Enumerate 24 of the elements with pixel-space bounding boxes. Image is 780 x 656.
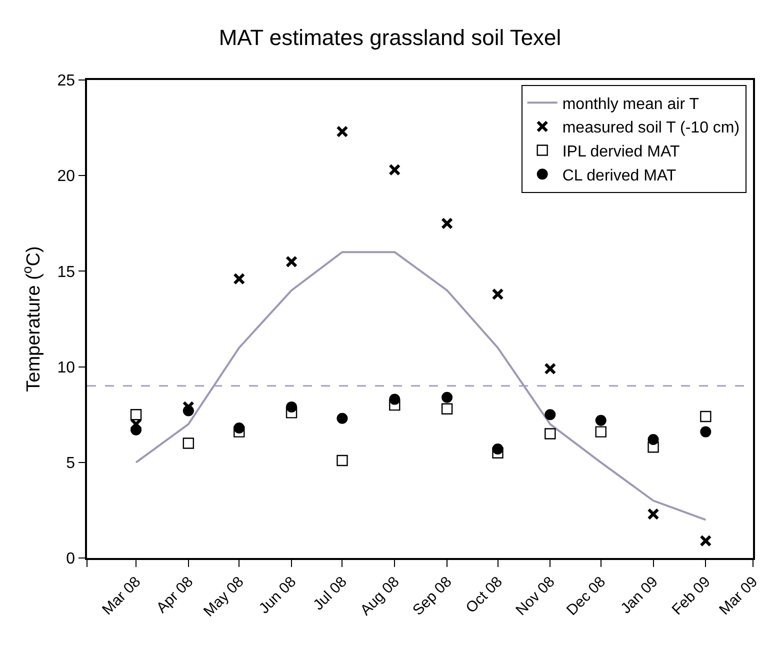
x-tick-label: Dec 08	[563, 573, 609, 619]
legend-label: measured soil T (-10 cm)	[562, 120, 740, 137]
x-tick-label: Mar 08	[99, 573, 144, 618]
x-tick-label: Mar 09	[716, 573, 762, 618]
x-tick-label: May 08	[200, 573, 248, 620]
x-tick-label: Oct 08	[462, 573, 506, 617]
y-tick-label: 0	[66, 550, 76, 568]
legend-label: CL derived MAT	[562, 167, 676, 184]
legend-label: IPL dervied MAT	[562, 144, 680, 161]
x-tick-label: Aug 08	[357, 573, 403, 619]
x-tick-label: Jan 09	[618, 573, 662, 618]
x-tick-label: Sep 08	[410, 573, 456, 619]
y-tick-label: 20	[57, 168, 76, 186]
legend-label: monthly mean air T	[562, 96, 700, 113]
x-tick-label: Apr 08	[153, 573, 197, 617]
y-tick-label: 10	[57, 359, 76, 376]
x-tick-label: Nov 08	[512, 573, 558, 619]
x-tick-label: Jun 08	[256, 573, 300, 618]
y-tick-label: 25	[57, 72, 76, 90]
y-tick-label: 5	[66, 455, 76, 472]
x-tick-label: Feb 09	[668, 573, 714, 618]
chart-title: MAT estimates grassland soil Texel	[218, 24, 562, 50]
y-tick-label: 15	[57, 264, 76, 281]
x-tick-label: Jul 08	[310, 573, 350, 614]
